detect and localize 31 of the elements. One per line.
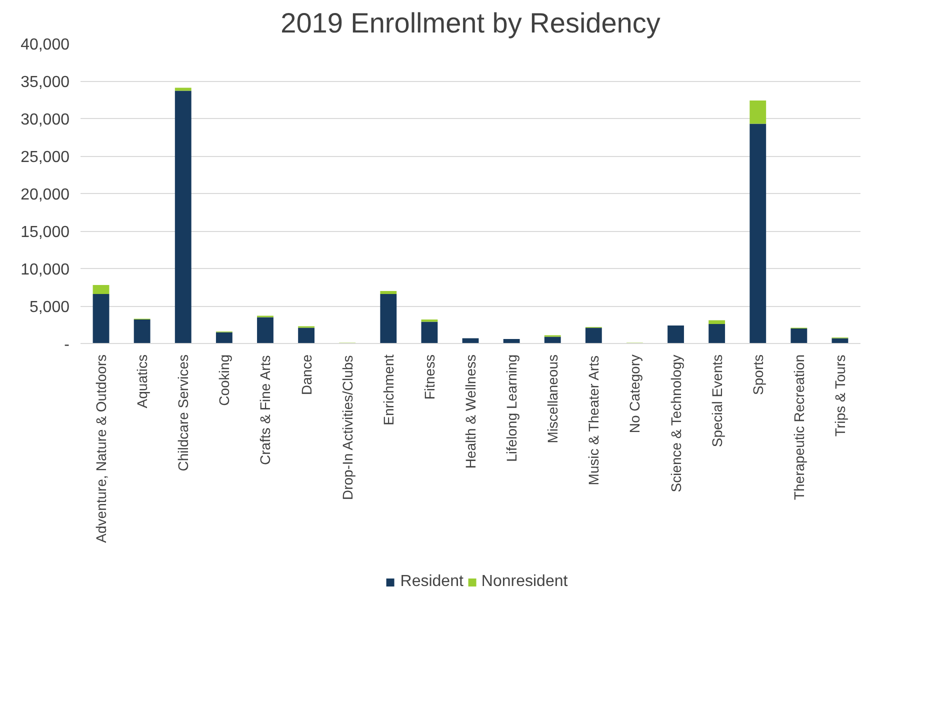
y-tick-label: 40,000 — [20, 36, 70, 54]
x-tick-label: Special Events — [708, 354, 725, 448]
x-tick-label: Crafts & Fine Arts — [257, 355, 274, 465]
x-tick-label: Therapeutic Recreation — [790, 354, 807, 500]
x-tick-label: Dance — [298, 354, 314, 395]
x-tick-label: Miscellaneous — [544, 354, 561, 444]
legend-label: Resident — [400, 572, 464, 591]
x-tick-label: Lifelong Learning — [504, 354, 520, 462]
x-tick-label: Health & Wellness — [462, 354, 478, 469]
x-tick-label: Aquatics — [134, 354, 150, 408]
x-tick-label: Music & Theater Arts — [586, 356, 602, 486]
x-tick-label: Cooking — [216, 354, 232, 406]
x-tick-label: Adventure, Nature & Outdoors — [93, 354, 110, 543]
legend-label: Nonresident — [481, 572, 568, 591]
x-tick-label: Fitness — [421, 354, 438, 400]
x-tick-label: Sports — [750, 354, 766, 395]
chart-title: 2019 Enrollment by Residency — [280, 8, 660, 38]
x-tick-label: Childcare Services — [175, 354, 192, 472]
y-tick-label: 15,000 — [20, 224, 70, 241]
x-tick-label: No Category — [626, 354, 643, 434]
x-tick-label: Enrichment — [380, 354, 396, 426]
y-tick-label: 30,000 — [20, 112, 70, 128]
x-tick-label: Science & Technology — [668, 354, 684, 492]
y-tick-label: 5,000 — [29, 299, 70, 316]
y-tick-label: - — [64, 336, 70, 354]
x-tick-label: Trips & Tours — [832, 354, 848, 436]
x-tick-label: Drop-In Activities/Clubs — [339, 355, 356, 500]
y-tick-label: 10,000 — [20, 262, 70, 278]
y-tick-label: 20,000 — [20, 186, 70, 204]
y-tick-label: 25,000 — [20, 149, 70, 166]
y-tick-label: 35,000 — [20, 74, 70, 91]
